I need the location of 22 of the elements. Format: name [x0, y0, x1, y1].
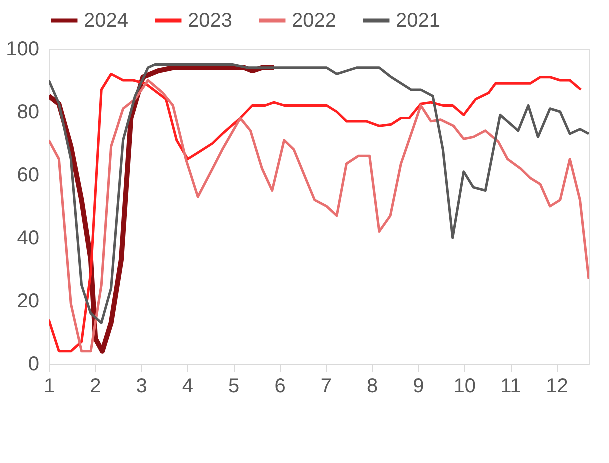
legend-label: 2023	[188, 10, 232, 32]
x-tick-label: 7	[320, 376, 332, 398]
x-tick-label: 2	[90, 376, 102, 398]
legend-label: 2021	[396, 10, 440, 32]
x-tick-label: 3	[136, 376, 148, 398]
legend-label: 2024	[84, 10, 128, 32]
x-tick-label: 1	[44, 376, 56, 398]
x-tick-label: 11	[500, 376, 522, 398]
x-tick-label: 5	[228, 376, 240, 398]
y-tick-label: 40	[17, 228, 40, 250]
y-tick-label: 20	[17, 290, 40, 312]
x-tick-label: 10	[454, 376, 476, 398]
y-tick-label: 100	[6, 38, 40, 60]
y-tick-label: 80	[17, 102, 40, 124]
x-tick-label: 8	[367, 376, 378, 398]
y-tick-label: 60	[17, 164, 40, 186]
x-tick-label: 9	[413, 376, 424, 398]
legend-label: 2022	[292, 10, 336, 32]
x-tick-label: 12	[546, 376, 568, 398]
y-tick-label: 0	[28, 354, 40, 376]
x-tick-label: 6	[274, 376, 286, 398]
x-tick-label: 4	[182, 376, 194, 398]
